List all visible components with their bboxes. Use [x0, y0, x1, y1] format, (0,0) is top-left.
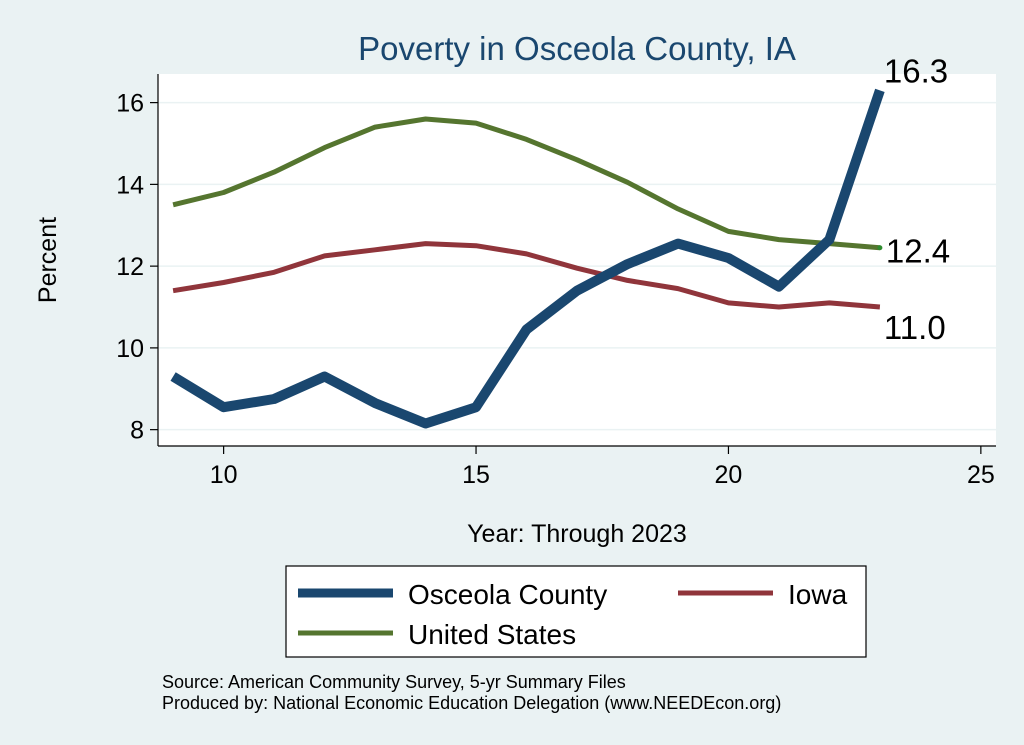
series-line-iowa — [172, 241, 881, 310]
end-labels: 16.3 11.0 12.4 — [877, 52, 950, 346]
y-tick-label: 16 — [116, 90, 144, 118]
legend: Osceola County Iowa United States — [285, 565, 867, 658]
x-tick-label: 15 — [462, 461, 490, 489]
end-point-united-states — [877, 245, 883, 251]
x-tick-label: 20 — [715, 461, 743, 489]
y-tick-label: 12 — [116, 253, 144, 281]
y-tick-label: 10 — [116, 335, 144, 363]
end-label-osceola-county: 16.3 — [884, 52, 948, 89]
producer-note: Produced by: National Economic Education… — [162, 693, 781, 713]
source-note: Source: American Community Survey, 5-yr … — [162, 672, 626, 692]
y-tick-label: 14 — [116, 171, 144, 199]
legend-box — [285, 565, 867, 658]
x-axis-ticks: 10 15 20 25 — [210, 446, 995, 489]
end-label-united-states: 12.4 — [886, 233, 950, 270]
legend-label-iowa: Iowa — [788, 579, 848, 610]
end-label-iowa: 11.0 — [884, 309, 946, 346]
chart-title: Poverty in Osceola County, IA — [358, 30, 796, 67]
y-axis-ticks: 8 10 12 14 16 — [116, 90, 158, 445]
x-axis-label: Year: Through 2023 — [467, 520, 687, 548]
x-tick-label: 25 — [967, 461, 995, 489]
series-line-united-states — [172, 116, 881, 251]
y-axis-label: Percent — [34, 217, 62, 303]
series-line-osceola-county — [170, 88, 885, 429]
series-lines — [170, 88, 885, 429]
legend-label-united-states: United States — [408, 619, 576, 650]
y-tick-label: 8 — [130, 417, 144, 445]
x-tick-label: 10 — [210, 461, 238, 489]
legend-label-osceola-county: Osceola County — [408, 579, 607, 610]
